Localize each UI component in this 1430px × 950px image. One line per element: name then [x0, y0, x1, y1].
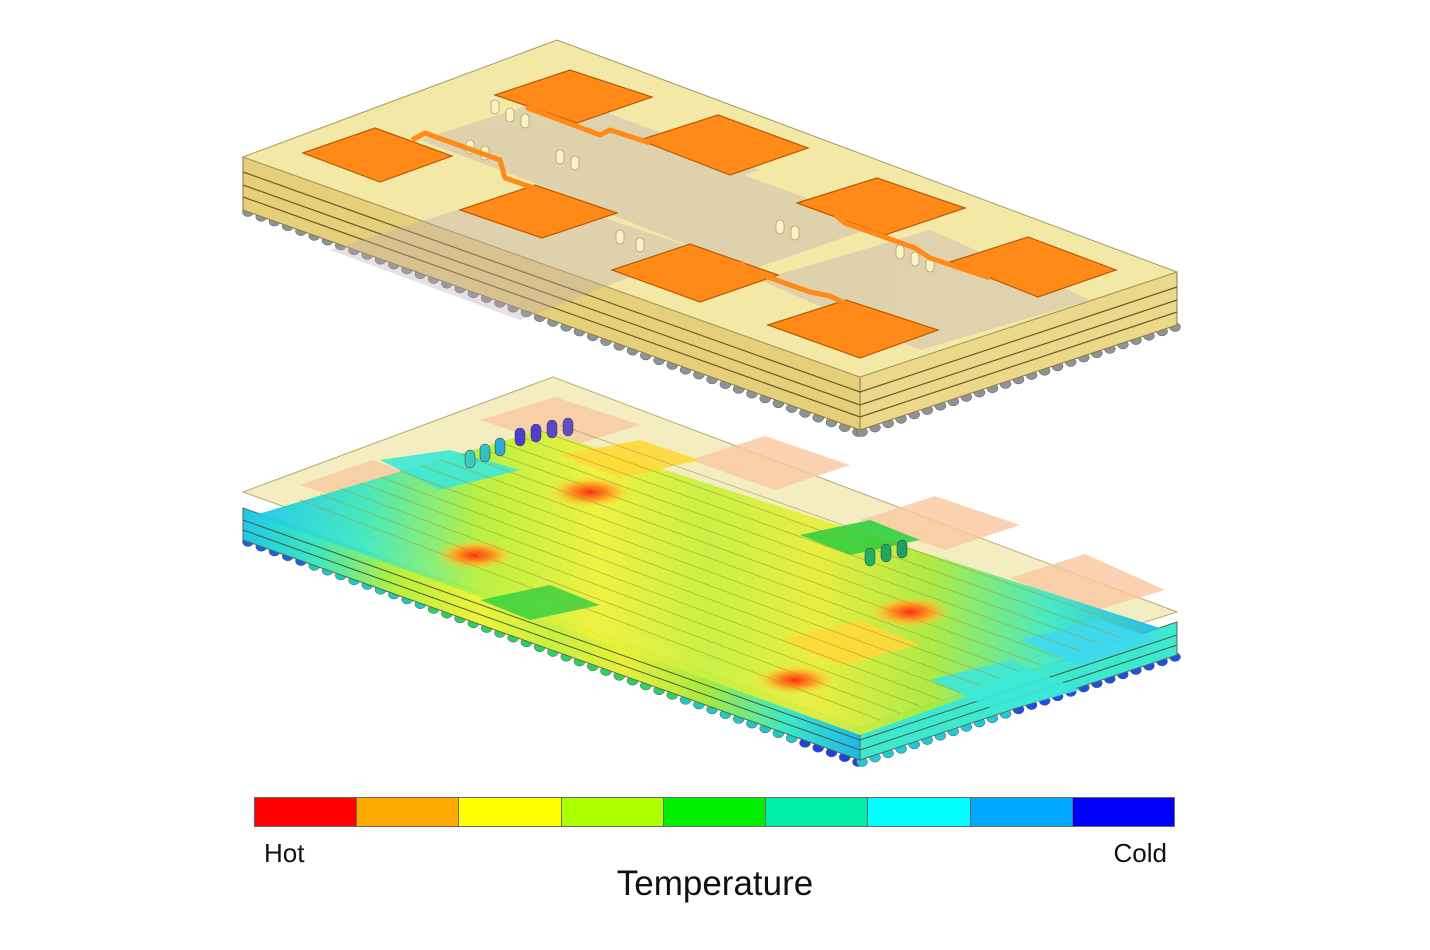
- antenna-patch-6: [948, 236, 1118, 298]
- antenna-patch-4: [458, 184, 619, 239]
- cold-label: Cold: [1113, 838, 1167, 868]
- antenna-patch-2: [638, 114, 810, 176]
- thermal-vias: [464, 417, 908, 567]
- thermal-hotspots: [435, 476, 952, 695]
- color-swatch-9: [1072, 798, 1174, 826]
- color-swatch-8: [970, 798, 1073, 826]
- antenna-patch-3: [301, 127, 454, 183]
- upper-layer-lines: [242, 171, 1178, 418]
- color-swatch-3: [459, 798, 562, 826]
- color-swatch-7: [868, 798, 971, 826]
- upper-top-face: [241, 39, 1179, 378]
- color-swatch-6: [766, 798, 869, 826]
- lower-layer-lines: [242, 519, 1178, 751]
- color-swatch-4: [561, 798, 664, 826]
- thermal-traces: [299, 424, 1141, 721]
- thermal-map: [255, 430, 1160, 735]
- hot-label: Hot: [264, 838, 305, 868]
- upper-internal-traces: [330, 95, 1090, 350]
- antenna-patch-8: [766, 299, 940, 359]
- temperature-color-bar: [254, 797, 1175, 827]
- color-swatch-2: [357, 798, 460, 826]
- lower-module: [241, 376, 1181, 767]
- temperature-title: Temperature: [616, 864, 814, 903]
- color-swatch-5: [663, 798, 767, 826]
- antenna-feed-lines: [410, 97, 991, 323]
- antenna-patch-7: [610, 243, 780, 303]
- module-illustration: [241, 39, 1181, 767]
- color-swatch-1: [255, 798, 358, 826]
- upper-module: [241, 39, 1181, 437]
